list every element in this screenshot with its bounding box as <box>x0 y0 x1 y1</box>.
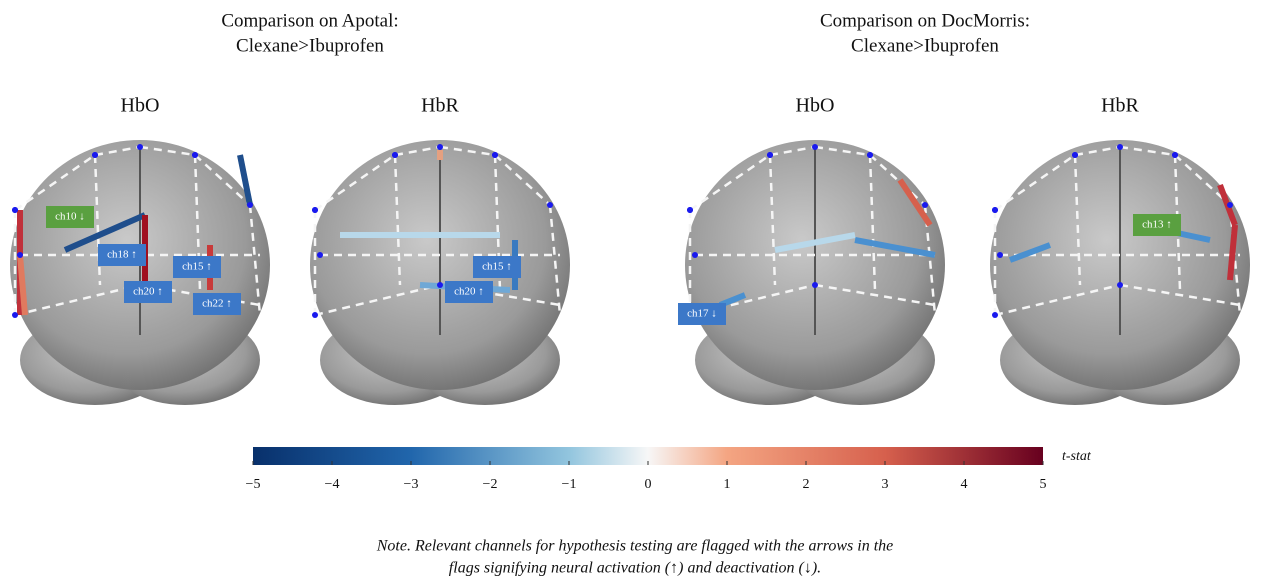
brain-panel <box>10 140 270 405</box>
optode <box>992 207 998 213</box>
optode <box>547 202 553 208</box>
colorbar-tick-label: −4 <box>325 477 340 492</box>
colorbar-label: t-stat <box>1062 449 1092 464</box>
optode <box>247 202 253 208</box>
optode <box>12 312 18 318</box>
optode <box>392 152 398 158</box>
note: Note. Relevant channels for hypothesis t… <box>376 538 894 555</box>
optode <box>92 152 98 158</box>
optode <box>867 152 873 158</box>
figure: Comparison on Apotal: Clexane>Ibuprofen Hb… <box>0 0 1269 581</box>
flag-label: ch22 ↑ <box>202 298 232 310</box>
optode <box>767 152 773 158</box>
optode <box>1117 282 1123 288</box>
flag-label: ch13 ↑ <box>1142 219 1172 231</box>
colorbar-tick-label: 1 <box>724 477 731 492</box>
flag-label: ch20 ↑ <box>454 286 484 298</box>
group-title: Comparison on Apotal: <box>221 10 398 31</box>
optode <box>317 252 323 258</box>
flag-label: ch10 ↓ <box>55 211 85 223</box>
optode <box>1072 152 1078 158</box>
panel-label: HbR <box>421 95 459 117</box>
optode <box>12 207 18 213</box>
optode <box>437 282 443 288</box>
flag-label: ch15 ↑ <box>182 261 212 273</box>
colorbar-tick-label: 5 <box>1040 477 1047 492</box>
group-title: Clexane>Ibuprofen <box>851 35 999 56</box>
brain-panel <box>310 140 570 405</box>
optode <box>687 207 693 213</box>
optode <box>992 312 998 318</box>
optode <box>492 152 498 158</box>
optode <box>1117 144 1123 150</box>
optode <box>997 252 1003 258</box>
optode <box>692 252 698 258</box>
brain-panel <box>685 140 945 405</box>
flag-label: ch18 ↑ <box>107 249 137 261</box>
optode <box>192 152 198 158</box>
colorbar-tick-label: −1 <box>562 477 577 492</box>
optode <box>312 207 318 213</box>
optode <box>437 144 443 150</box>
panel-label: HbR <box>1101 95 1139 117</box>
optode <box>1227 202 1233 208</box>
optode <box>812 282 818 288</box>
figure-canvas: Comparison on Apotal: Clexane>Ibuprofen Hb… <box>0 0 1269 581</box>
brain-panel <box>990 140 1250 405</box>
colorbar-tick-label: −2 <box>483 477 498 492</box>
colorbar-tick-label: 0 <box>645 477 652 492</box>
flag-label: ch15 ↑ <box>482 261 512 273</box>
flag-label: ch20 ↑ <box>133 286 163 298</box>
optode <box>137 144 143 150</box>
colorbar-tick-label: 4 <box>961 477 968 492</box>
optode <box>922 202 928 208</box>
group-title: Clexane>Ibuprofen <box>236 35 384 56</box>
optode <box>1172 152 1178 158</box>
optode <box>812 144 818 150</box>
panel-label: HbO <box>796 95 835 117</box>
optode <box>17 252 23 258</box>
panel-label: HbO <box>121 95 160 117</box>
colorbar-tick-label: −3 <box>404 477 419 492</box>
flag-label: ch17 ↓ <box>687 308 717 320</box>
colorbar-tick-label: 2 <box>803 477 810 492</box>
group-title: Comparison on DocMorris: <box>820 10 1030 31</box>
optode <box>312 312 318 318</box>
colorbar-tick-label: −5 <box>246 477 261 492</box>
note: flags signifying neural activation (↑) a… <box>449 560 821 577</box>
colorbar-tick-label: 3 <box>882 477 889 492</box>
